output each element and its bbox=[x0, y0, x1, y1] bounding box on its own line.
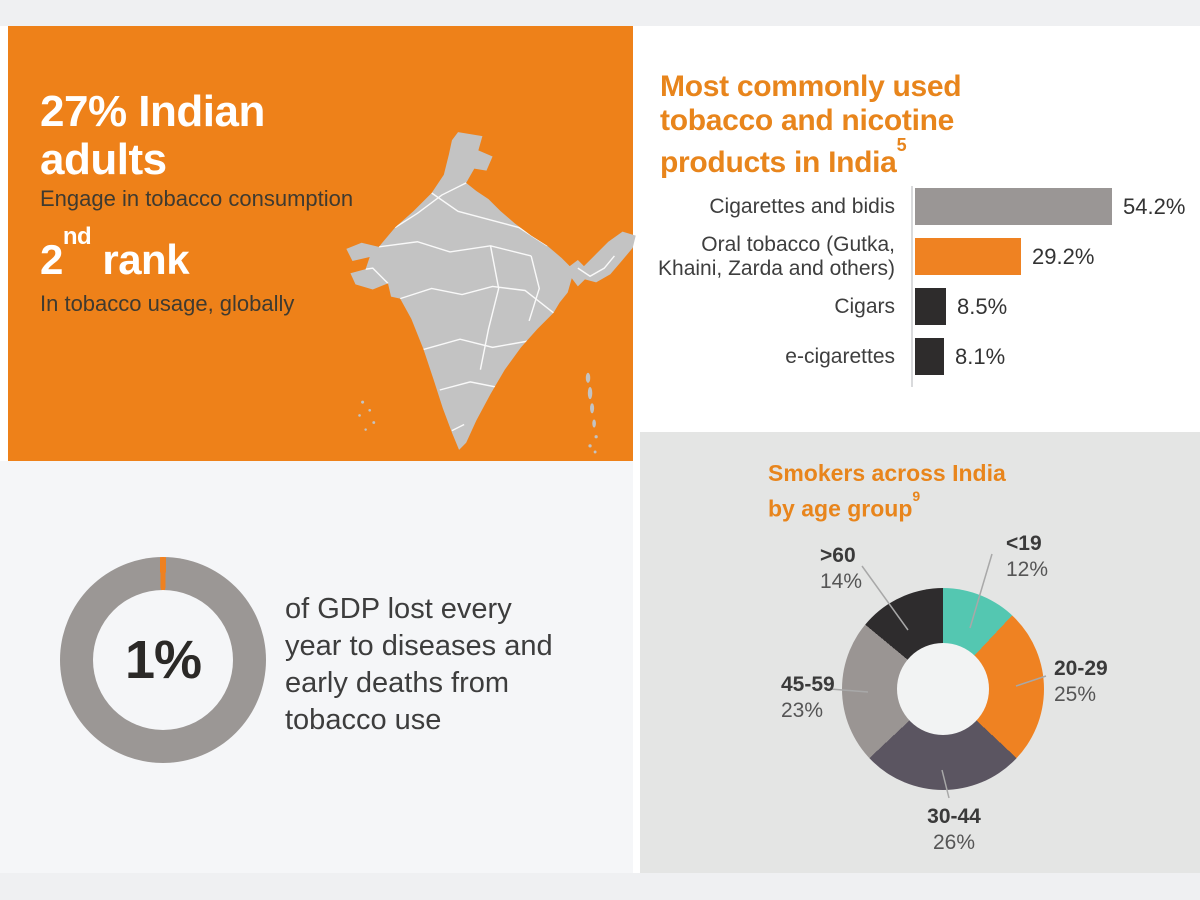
age-donut-hole bbox=[897, 643, 989, 735]
bar-chart-title: Most commonly used tobacco and nicotine … bbox=[660, 70, 962, 180]
india-silhouette bbox=[346, 132, 636, 450]
age-label-2029: 20-29 25% bbox=[1054, 656, 1108, 708]
bar bbox=[915, 288, 946, 325]
bar-label: Cigars bbox=[834, 294, 895, 318]
bar-row: e-cigarettes 8.1% bbox=[645, 338, 1185, 375]
gdp-donut-hole: 1% bbox=[93, 590, 233, 730]
panel-smokers-by-age: Smokers across India by age group9 <19 1… bbox=[640, 432, 1200, 873]
rank-ordinal-suffix: nd bbox=[62, 223, 92, 250]
state-borders bbox=[365, 182, 615, 432]
stat-rank-headline: 2nd rank bbox=[40, 223, 190, 284]
top-strip bbox=[0, 0, 1200, 26]
bar-chart: Cigarettes and bidis 54.2% Oral tobacco … bbox=[645, 188, 1185, 388]
bar-value: 8.1% bbox=[955, 343, 1006, 369]
stat-adults-subtext: Engage in tobacco consumption bbox=[40, 186, 354, 211]
age-label-gt60: >60 14% bbox=[820, 543, 862, 595]
age-percent: 23% bbox=[781, 699, 824, 722]
bar-value: 8.5% bbox=[957, 293, 1008, 319]
age-range: >60 bbox=[820, 544, 856, 567]
bar-row: Cigarettes and bidis 54.2% bbox=[645, 188, 1185, 225]
rank-word: rank bbox=[91, 236, 190, 283]
age-chart-title-text: Smokers across India by age group bbox=[768, 460, 1006, 522]
india-map bbox=[346, 132, 636, 454]
age-label-4559: 45-59 23% bbox=[781, 672, 835, 724]
bottom-strip bbox=[0, 873, 1200, 900]
bar-value: 29.2% bbox=[1032, 243, 1095, 269]
age-range: <19 bbox=[1006, 532, 1042, 555]
bar bbox=[915, 238, 1021, 275]
age-percent: 26% bbox=[932, 831, 976, 854]
panel-tobacco-stats: 27% Indian adults Engage in tobacco cons… bbox=[8, 26, 636, 461]
panel-gdp-loss: 1% of GDP lost every year to diseases an… bbox=[0, 461, 633, 873]
rank-number: 2 bbox=[40, 236, 63, 283]
bar-row: Oral tobacco (Gutka, Khaini, Zarda and o… bbox=[645, 233, 1185, 280]
age-range: 30-44 bbox=[927, 805, 981, 828]
bar-label: e-cigarettes bbox=[785, 344, 895, 368]
gdp-description: of GDP lost every year to diseases and e… bbox=[285, 593, 553, 736]
bar-chart-title-footnote: 5 bbox=[896, 135, 907, 155]
age-percent: 12% bbox=[1006, 558, 1049, 581]
bar-value: 54.2% bbox=[1123, 193, 1186, 219]
stat-rank-subtext: In tobacco usage, globally bbox=[40, 291, 295, 316]
bar-label: Oral tobacco (Gutka, Khaini, Zarda and o… bbox=[658, 232, 895, 280]
bar-row: Cigars 8.5% bbox=[645, 288, 1185, 325]
gdp-percentage: 1% bbox=[124, 630, 202, 690]
age-chart-title-footnote: 9 bbox=[912, 488, 921, 504]
age-chart-title: Smokers across India by age group9 bbox=[768, 458, 1006, 524]
age-percent: 14% bbox=[820, 570, 863, 593]
bar bbox=[915, 188, 1112, 225]
bar-chart-axis-line bbox=[911, 186, 913, 387]
bar-chart-title-text: Most commonly used tobacco and nicotine … bbox=[660, 70, 962, 179]
bar-label: Cigarettes and bidis bbox=[709, 194, 895, 218]
age-range: 20-29 bbox=[1054, 657, 1108, 680]
age-range: 45-59 bbox=[781, 673, 835, 696]
bar bbox=[915, 338, 944, 375]
age-donut-chart bbox=[842, 588, 1044, 790]
age-percent: 25% bbox=[1054, 683, 1097, 706]
gdp-donut-chart: 1% bbox=[60, 557, 266, 763]
age-label-lt19: <19 12% bbox=[1006, 531, 1048, 583]
age-label-3044: 30-44 26% bbox=[904, 804, 1004, 856]
stat-adults-headline: 27% Indian adults bbox=[40, 87, 265, 185]
islands bbox=[358, 372, 598, 454]
